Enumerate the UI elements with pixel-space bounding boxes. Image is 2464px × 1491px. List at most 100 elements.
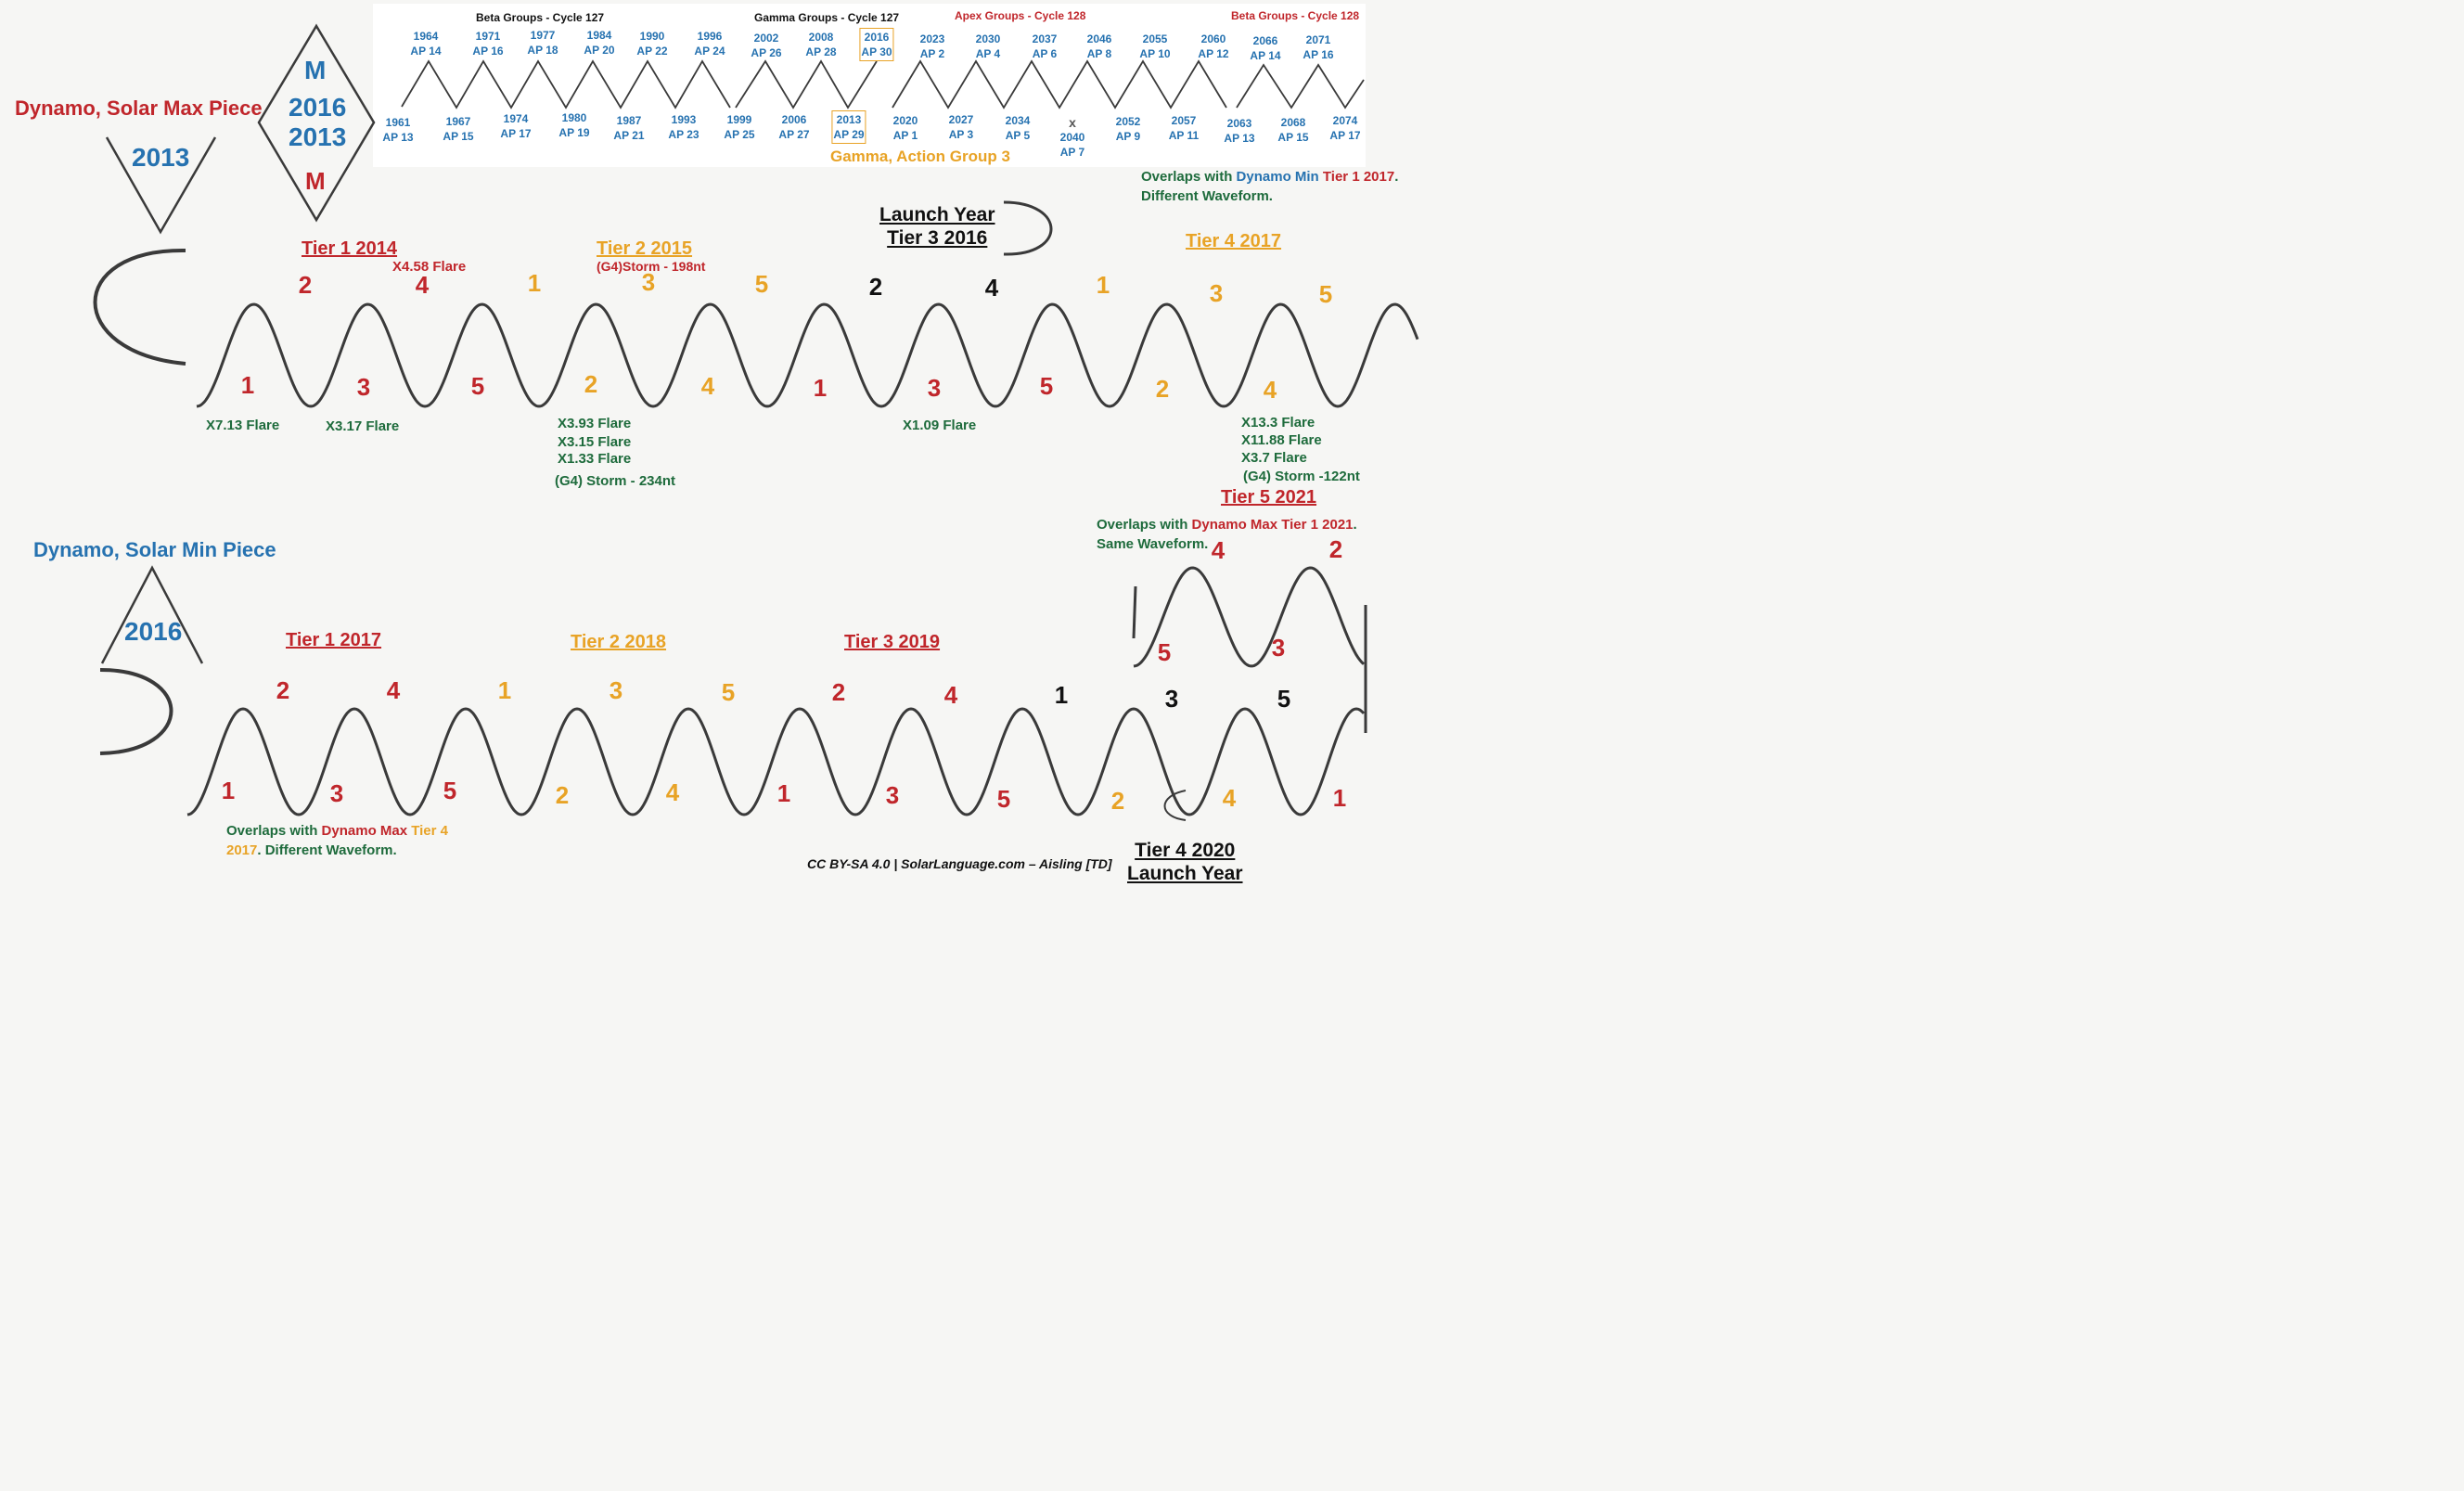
ap-top-label: 1990 AP 22 [636,30,668,58]
min-wave-number: 3 [1164,685,1179,713]
min-tier-3: Tier 3 2019 [844,632,941,652]
ap-bottom-label: 1993 AP 23 [668,113,699,141]
tier5-lead [1132,585,1137,639]
max-wave-number: 4 [415,271,430,299]
max-wave-number: 2 [1155,375,1170,403]
min-wave-number: 2 [555,781,570,809]
flare-event: X3.15 Flare [558,434,632,450]
ap-bottom-label: 1974 AP 17 [500,112,532,140]
ap-bottom-label: 2074 AP 17 [1329,114,1361,142]
max-triangle-year: 2013 [132,143,190,172]
tier5-wave [1133,566,1366,668]
min-wave-number: 5 [996,785,1011,813]
max-start-arc [93,248,186,366]
min-wave-number: 3 [609,676,623,704]
ap-zigzag-group [401,59,1365,109]
min-wave-number: 2 [1110,787,1125,815]
wave-group [186,302,1419,816]
ap-top-label: 2055 AP 10 [1139,32,1171,60]
ap-bottom-label: 2057 AP 11 [1168,114,1200,142]
min-wave-number: 2 [276,676,290,704]
credit-line: CC BY-SA 4.0 | SolarLanguage.com – Aisli… [807,856,1112,871]
max-wave-number: 4 [1263,376,1277,404]
ap-top-label: 2060 AP 12 [1198,32,1229,60]
ap-bottom-label: 2068 AP 15 [1277,116,1309,144]
year-diamond [257,23,376,223]
diamond-top-m: M [304,56,327,84]
flare-event: X7.13 Flare [206,418,280,433]
storm-event: (G4) Storm -122nt [1243,469,1360,484]
max-wave-number: 1 [240,371,255,399]
cycle-header-beta-127: Beta Groups - Cycle 127 [476,11,605,24]
launch-hook [1003,200,1053,256]
max-wave [196,302,1419,408]
ap-top-label: 2030 AP 4 [975,32,1001,60]
flare-event: X13.3 Flare [1241,415,1315,431]
ap-bottom-label-highlight: 2013 AP 29 [831,110,866,144]
max-wave-number: 1 [813,374,828,402]
max-wave-number: 2 [298,271,313,299]
ap-bottom-label: 1961 AP 13 [382,116,414,144]
flare-event: X1.33 Flare [558,451,632,467]
max-launch-label: Launch Year Tier 3 2016 [879,204,995,250]
cycle-panel-background [373,4,1366,167]
max-tier-1: Tier 1 2014 [302,238,398,259]
ap-bottom-label: 1967 AP 15 [443,115,474,143]
flare-event: X11.88 Flare [1241,432,1322,448]
max-wave-number: 3 [641,268,656,296]
max-wave-number: 1 [1096,271,1110,299]
diamond-year-2: 2013 [289,122,347,151]
max-tier-4: Tier 4 2017 [1186,231,1282,251]
min-triangle [100,565,204,664]
diamond-bottom-m: M [305,167,326,195]
diagram-canvas: Dynamo, Solar Max Piece 2013 M 2016 2013… [0,0,1455,884]
max-tier-5: Tier 5 2021 [1221,487,1317,508]
min-wave-number: 1 [776,779,791,807]
diamond-year-1: 2016 [289,93,347,122]
flare-event: X3.17 Flare [326,418,400,434]
ap-top-label: 1977 AP 18 [527,29,558,57]
max-wave-number: 5 [1318,280,1333,308]
ap-top-label: 1984 AP 20 [584,29,615,57]
ap-bottom-label: 2027 AP 3 [948,113,974,141]
max-wave-number: 5 [1039,372,1054,400]
ap-bottom-label: 2063 AP 13 [1224,117,1255,145]
ap-top-label-highlight: 2016 AP 30 [859,28,894,61]
solar-max-title: Dynamo, Solar Max Piece [15,96,263,120]
max-wave-number: 1 [527,269,542,297]
gamma-action-group-label: Gamma, Action Group 3 [830,148,1010,165]
flare-event: X1.09 Flare [903,418,977,433]
min-start-arc [99,668,173,755]
tier5-wave-number: 3 [1271,634,1286,662]
min-wave-number: 3 [885,781,900,809]
min-wave-number: 1 [497,676,512,704]
cycle-header-gamma-127: Gamma Groups - Cycle 127 [754,11,900,24]
max-wave-number: 3 [1209,279,1224,307]
beta-128-zigzag [1236,63,1365,109]
min-wave-number: 2 [831,678,846,706]
max-wave-number: 3 [356,373,371,401]
ap-top-label: 1996 AP 24 [694,30,725,58]
ap-top-label: 2046 AP 8 [1086,32,1112,60]
max-peak-event-storm: (G4)Storm - 198nt [597,259,706,274]
min-wave [186,707,1366,816]
ap-bottom-label: 2052 AP 9 [1115,115,1141,143]
waveform-drawing [93,4,1419,821]
gamma-127-zigzag [735,59,878,109]
ap-bottom-label: 2006 AP 27 [778,113,810,141]
ap-top-label: 2071 AP 16 [1303,33,1334,61]
ap-bottom-label: 2020 AP 1 [892,114,918,142]
ap-top-label: 2037 AP 6 [1032,32,1058,60]
min-tier-2: Tier 2 2018 [571,632,667,652]
tier5-wave-number: 4 [1211,536,1226,564]
flare-event: X3.7 Flare [1241,450,1307,466]
min-launch-label: Tier 4 2020 Launch Year [1127,840,1243,885]
ap-bottom-label: 1987 AP 21 [613,114,645,142]
min-wave-number: 1 [221,777,236,804]
beta-127-zigzag [401,59,731,109]
max-wave-number: 5 [754,270,769,298]
min-wave-number: 4 [386,676,401,704]
tier5-overlap-note: Overlaps with Dynamo Max Tier 1 2021. Sa… [1097,517,1357,552]
ap-top-label: 2066 AP 14 [1250,34,1281,62]
min-wave-number: 1 [1332,784,1347,812]
